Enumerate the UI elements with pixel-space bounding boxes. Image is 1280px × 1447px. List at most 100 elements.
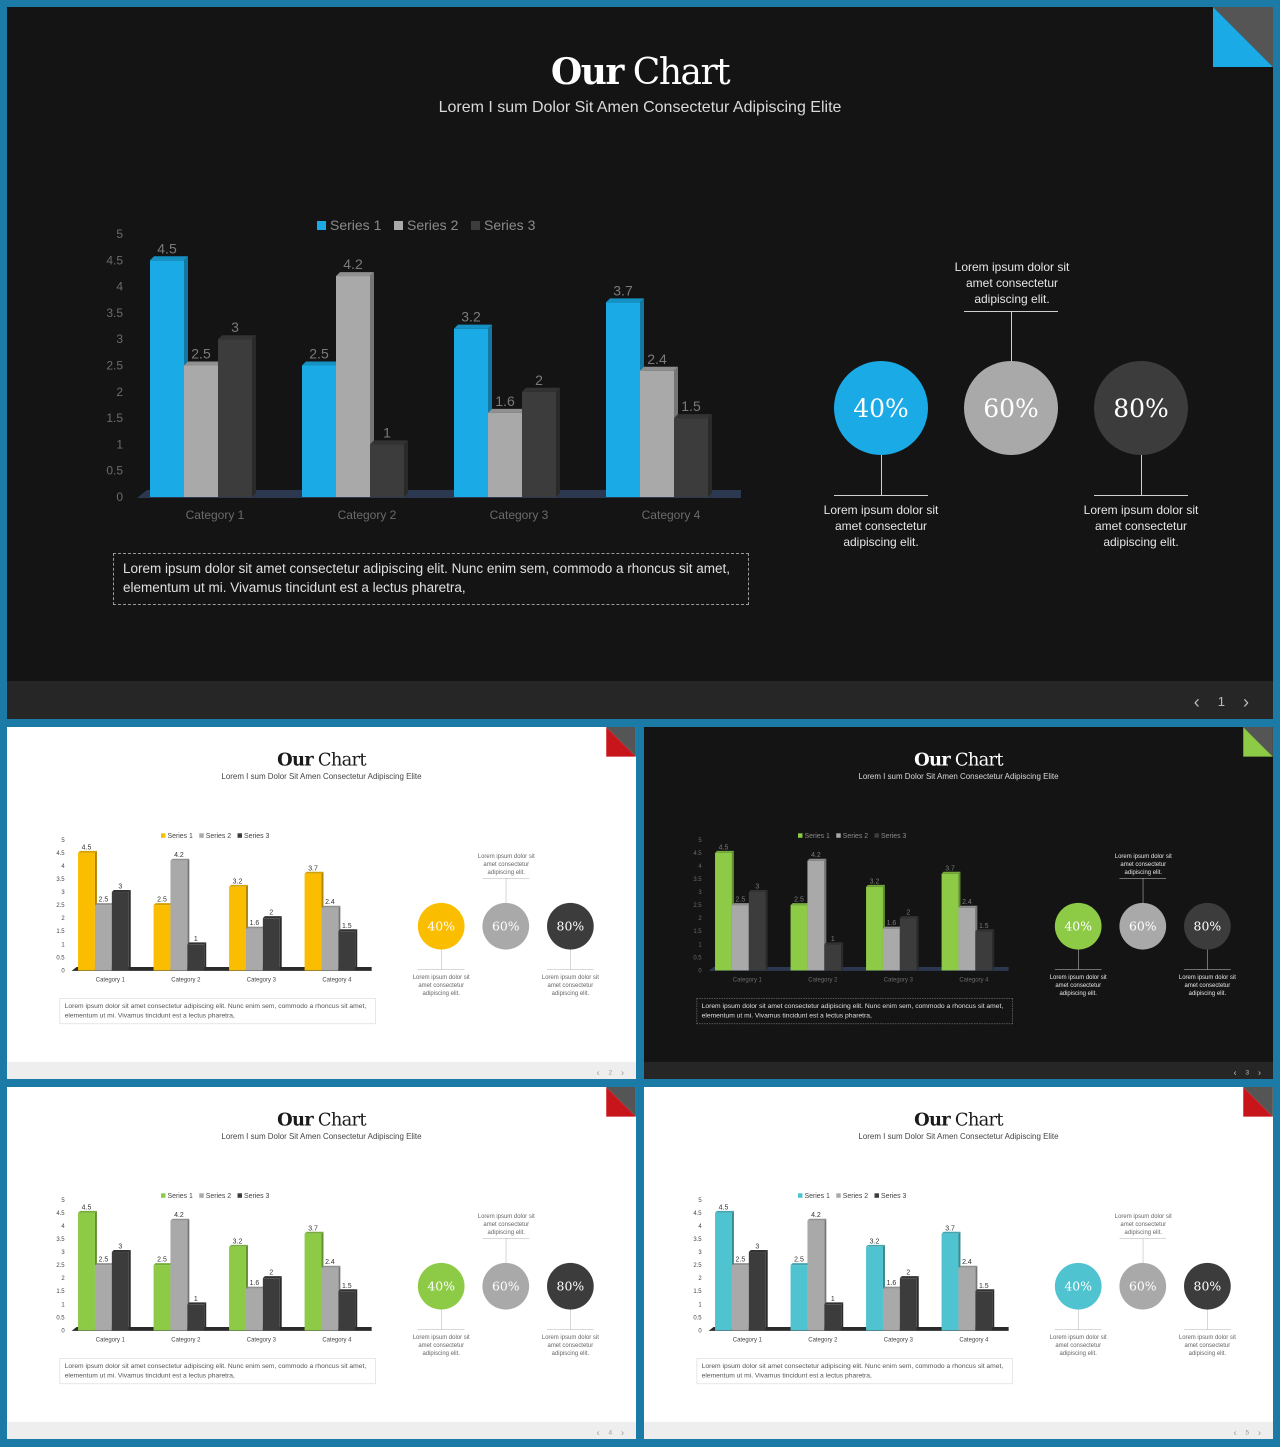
data-label: 2.5	[191, 346, 211, 362]
bar	[790, 905, 808, 971]
bar-top	[731, 1263, 751, 1266]
bar-side	[404, 440, 408, 497]
bar	[170, 860, 188, 971]
bar-top	[807, 1218, 827, 1221]
bar-top	[866, 884, 885, 887]
bar	[640, 370, 674, 497]
y-tick-label: 2.5	[56, 1263, 65, 1269]
bar	[338, 931, 356, 971]
data-label: 2.5	[157, 897, 167, 904]
y-tick-label: 0.5	[693, 1315, 702, 1321]
y-tick-label: 1.5	[693, 1289, 702, 1295]
connector-line	[1141, 455, 1142, 495]
data-label: 2.5	[157, 1257, 167, 1264]
bar	[170, 1220, 188, 1331]
corner-decoration	[606, 1087, 636, 1117]
circle-1-note: Lorem ipsum dolor sit amet consectetur a…	[1049, 1333, 1107, 1357]
slide-footer: ‹ 1 ›	[7, 681, 1273, 719]
x-tick-label: Category 2	[171, 1337, 201, 1343]
data-label: 1.6	[250, 1280, 260, 1287]
percent-circle-3: 80%	[1184, 902, 1231, 950]
legend-label: Series 3	[244, 1193, 270, 1200]
legend-label: Series 3	[881, 833, 907, 840]
y-tick-label: 3	[116, 332, 123, 346]
y-tick-label: 4.5	[693, 851, 702, 857]
data-label: 1.5	[979, 1283, 989, 1290]
prev-arrow-icon[interactable]: ‹	[1233, 1067, 1237, 1077]
slide-1[interactable]: Our Chart Lorem I sum Dolor Sit Amen Con…	[7, 7, 1273, 719]
slide-5[interactable]: Our Chart Lorem I sum Dolor Sit Amen Con…	[644, 1087, 1273, 1439]
data-label: 3.7	[613, 282, 633, 298]
bar-side	[824, 1218, 827, 1331]
next-arrow-icon[interactable]: ›	[1258, 1067, 1262, 1077]
bar	[941, 1233, 959, 1331]
bar	[153, 1265, 171, 1331]
data-label: 2.4	[647, 351, 667, 367]
bar-side	[252, 335, 256, 497]
y-tick-label: 1	[698, 942, 702, 948]
bar	[824, 1304, 842, 1331]
next-arrow-icon[interactable]: ›	[1258, 1427, 1262, 1437]
x-tick-label: Category 1	[733, 977, 763, 983]
percent-circle-3: 80%	[547, 902, 594, 950]
corner-triangle	[606, 1087, 636, 1117]
y-tick-label: 0	[61, 968, 65, 974]
y-tick-label: 4.5	[693, 1211, 702, 1217]
bar-side	[279, 916, 282, 971]
bar	[321, 1267, 339, 1331]
slide-2[interactable]: Our Chart Lorem I sum Dolor Sit Amen Con…	[7, 727, 636, 1079]
chart-caption: Lorem ipsum dolor sit amet consectetur a…	[59, 1358, 376, 1385]
percent-circle-2: 60%	[482, 902, 530, 950]
next-arrow-icon[interactable]: ›	[621, 1067, 625, 1077]
data-label: 2.5	[736, 1257, 746, 1264]
x-tick-label: Category 3	[247, 1337, 277, 1343]
legend-label: Series 2	[843, 833, 869, 840]
x-tick-label: Category 3	[884, 977, 914, 983]
slide-subtitle: Lorem I sum Dolor Sit Amen Consectetur A…	[858, 772, 1059, 782]
next-arrow-icon[interactable]: ›	[621, 1427, 625, 1437]
data-label: 2.4	[325, 1259, 335, 1266]
legend-label: Series 2	[206, 1193, 232, 1200]
bar	[78, 1212, 95, 1331]
y-tick-label: 4.5	[56, 1211, 65, 1217]
bar-side	[916, 1276, 919, 1331]
bar	[245, 928, 263, 971]
data-label: 1.6	[887, 1280, 897, 1287]
bar-top	[245, 926, 265, 929]
bar	[187, 944, 205, 971]
y-tick-label: 1.5	[693, 929, 702, 935]
data-label: 2.5	[794, 897, 804, 904]
legend-label: Series 2	[843, 1193, 869, 1200]
bar-top	[187, 942, 207, 945]
data-label: 1	[194, 936, 198, 943]
bar-top	[606, 298, 644, 303]
bar	[731, 905, 749, 971]
y-tick-label: 3	[698, 890, 702, 896]
bar-side	[128, 1250, 131, 1331]
prev-arrow-icon[interactable]: ‹	[1233, 1427, 1237, 1437]
corner-decoration	[1243, 1087, 1273, 1117]
y-tick-label: 4.5	[56, 851, 65, 857]
slide-4[interactable]: Our Chart Lorem I sum Dolor Sit Amen Con…	[7, 1087, 636, 1439]
x-tick-label: Category 1	[186, 508, 245, 522]
x-tick-label: Category 2	[171, 977, 201, 983]
prev-arrow-icon[interactable]: ‹	[596, 1427, 600, 1437]
slide-3[interactable]: Our Chart Lorem I sum Dolor Sit Amen Con…	[644, 727, 1273, 1079]
prev-arrow-icon[interactable]: ‹	[1193, 691, 1200, 712]
bar-top	[899, 916, 919, 919]
prev-arrow-icon[interactable]: ‹	[596, 1067, 600, 1077]
x-tick-label: Category 4	[959, 977, 989, 983]
x-tick-label: Category 1	[96, 977, 126, 983]
data-label: 3.7	[945, 1225, 955, 1232]
next-arrow-icon[interactable]: ›	[1243, 691, 1249, 712]
bar	[304, 873, 322, 971]
bar	[454, 328, 488, 497]
bar-chart: 0 0.5 1 1.5 2 2.5 3 3.5 4 4.5 5 Series 1 Series 2 Ser…	[56, 1193, 372, 1343]
bar-top	[338, 929, 358, 932]
bar	[150, 260, 184, 497]
y-tick-label: 3	[698, 1250, 702, 1256]
data-label: 2.5	[99, 897, 109, 904]
data-label: 2	[906, 910, 910, 917]
data-label: 2.5	[794, 1257, 804, 1264]
x-tick-label: Category 3	[884, 1337, 914, 1343]
